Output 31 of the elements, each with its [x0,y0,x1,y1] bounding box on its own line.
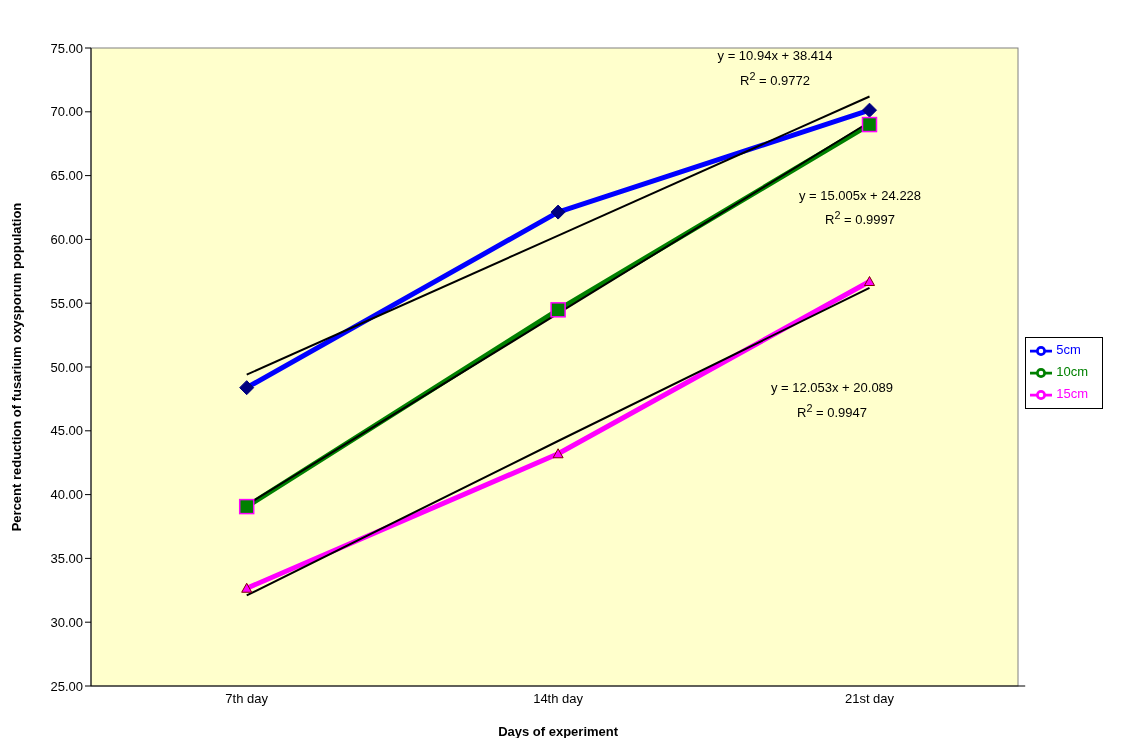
point [552,448,564,459]
x-tick-label: 14th day [533,691,584,707]
legend-label: 15cm [1056,386,1088,402]
y-tick-label: 70.00 [50,104,83,120]
x-axis-title: Days of experiment [498,724,619,739]
y-tick-label: 30.00 [50,614,83,630]
y-tick-label: 65.00 [50,168,83,184]
point [241,582,253,593]
annotation: y = 12.053x + 20.089 [770,379,894,395]
y-tick-label: 25.00 [50,678,83,694]
annotation: y = 10.94x + 38.414 [717,47,833,63]
y-tick-label: 50.00 [50,359,83,375]
annotation: R$^{2}$ = 0.9947 [797,401,867,421]
x-tick-label: 7th day [225,691,269,707]
y-tick-label: 75.00 [50,40,83,56]
legend-label: 5cm [1056,342,1081,358]
y-tick-label: 45.00 [50,423,83,439]
point [861,116,878,133]
annotation: R$^{2}$ = 0.9772 [740,69,810,89]
point [864,276,875,287]
annotation: y = 15.005x + 24.228 [798,187,922,203]
point [238,498,255,515]
y-tick-label: 60.00 [50,232,83,248]
point [550,302,566,318]
legend-label: 10cm [1056,364,1088,380]
x-tick-label: 21st day [844,691,895,707]
y-tick-label: 40.00 [50,487,83,503]
y-tick-label: 35.00 [50,551,83,567]
y-axis-title: Percent reduction of fusarium oxysporum population [8,202,24,532]
annotation: R$^{2}$ = 0.9997 [825,208,895,228]
y-tick-label: 55.00 [50,295,83,311]
